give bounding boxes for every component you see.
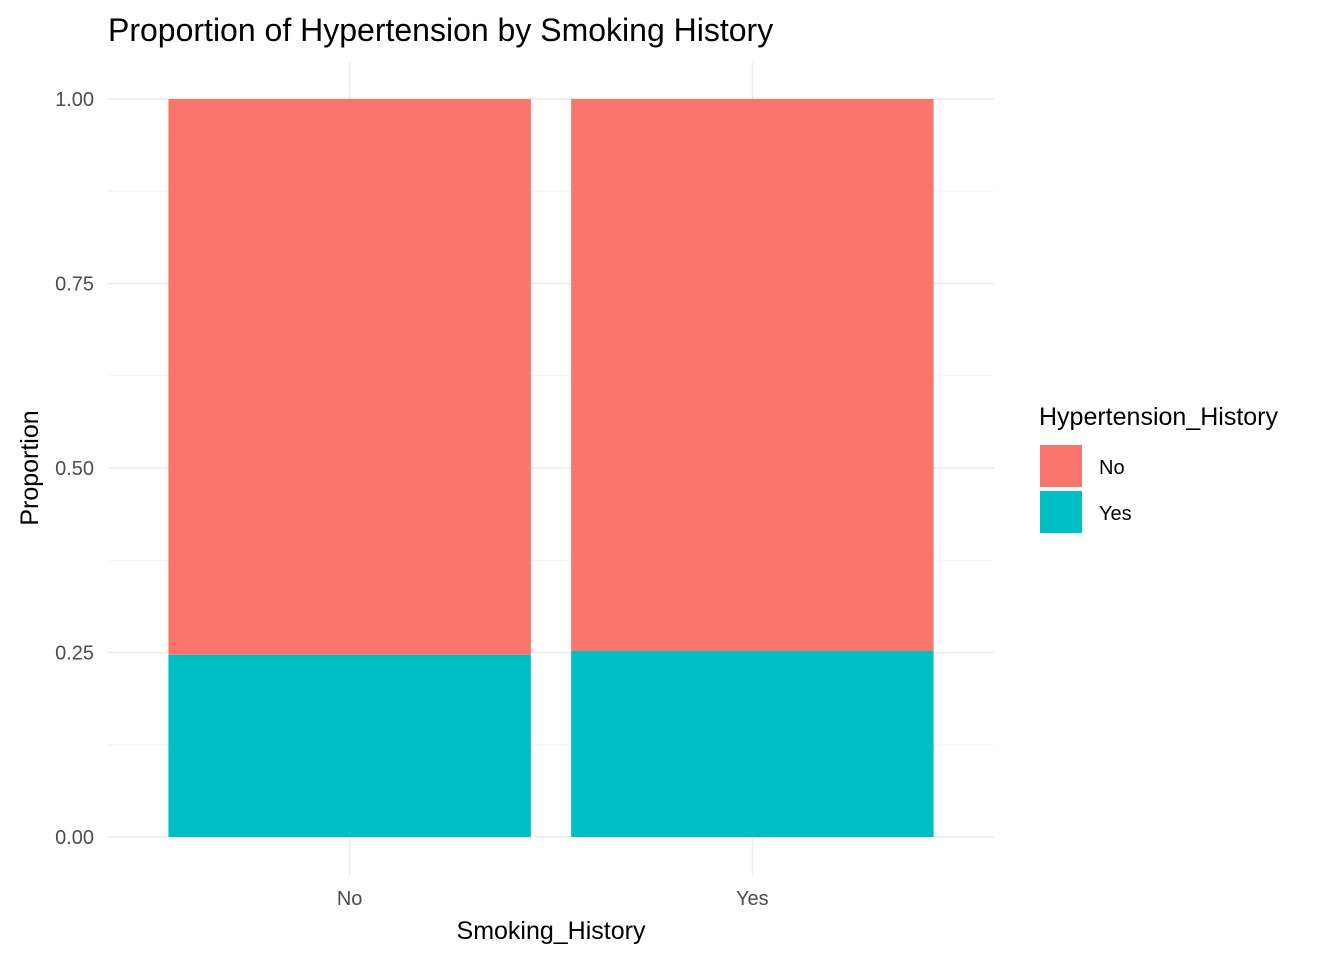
x-tick-label: No [337, 888, 363, 910]
chart-title: Proportion of Hypertension by Smoking Hi… [108, 12, 773, 48]
bar-segment-no-yes [168, 654, 531, 837]
y-tick-label: 0.50 [55, 458, 94, 480]
y-tick-label: 0.00 [55, 827, 94, 849]
y-tick-label: 1.00 [55, 89, 94, 111]
x-tick-labels: No Yes [337, 888, 769, 910]
legend-key-no [1040, 445, 1082, 487]
x-tick-label: Yes [736, 888, 769, 910]
y-axis-title: Proportion [16, 410, 44, 525]
legend: Hypertension_History No Yes [1039, 403, 1278, 533]
bar-segment-yes-no [571, 99, 934, 652]
y-tick-label: 0.25 [55, 643, 94, 665]
bar-segment-yes-yes [571, 651, 934, 837]
y-tick-labels: 0.00 0.25 0.50 0.75 1.00 [55, 89, 94, 849]
y-tick-label: 0.75 [55, 274, 94, 296]
x-axis-title: Smoking_History [457, 917, 646, 945]
legend-items: No Yes [1040, 445, 1132, 533]
legend-key-yes [1040, 491, 1082, 533]
bar-segment-no-no [168, 99, 531, 655]
legend-label-yes: Yes [1099, 503, 1132, 525]
legend-title: Hypertension_History [1039, 403, 1278, 431]
legend-label-no: No [1099, 457, 1125, 479]
bars [168, 99, 934, 837]
